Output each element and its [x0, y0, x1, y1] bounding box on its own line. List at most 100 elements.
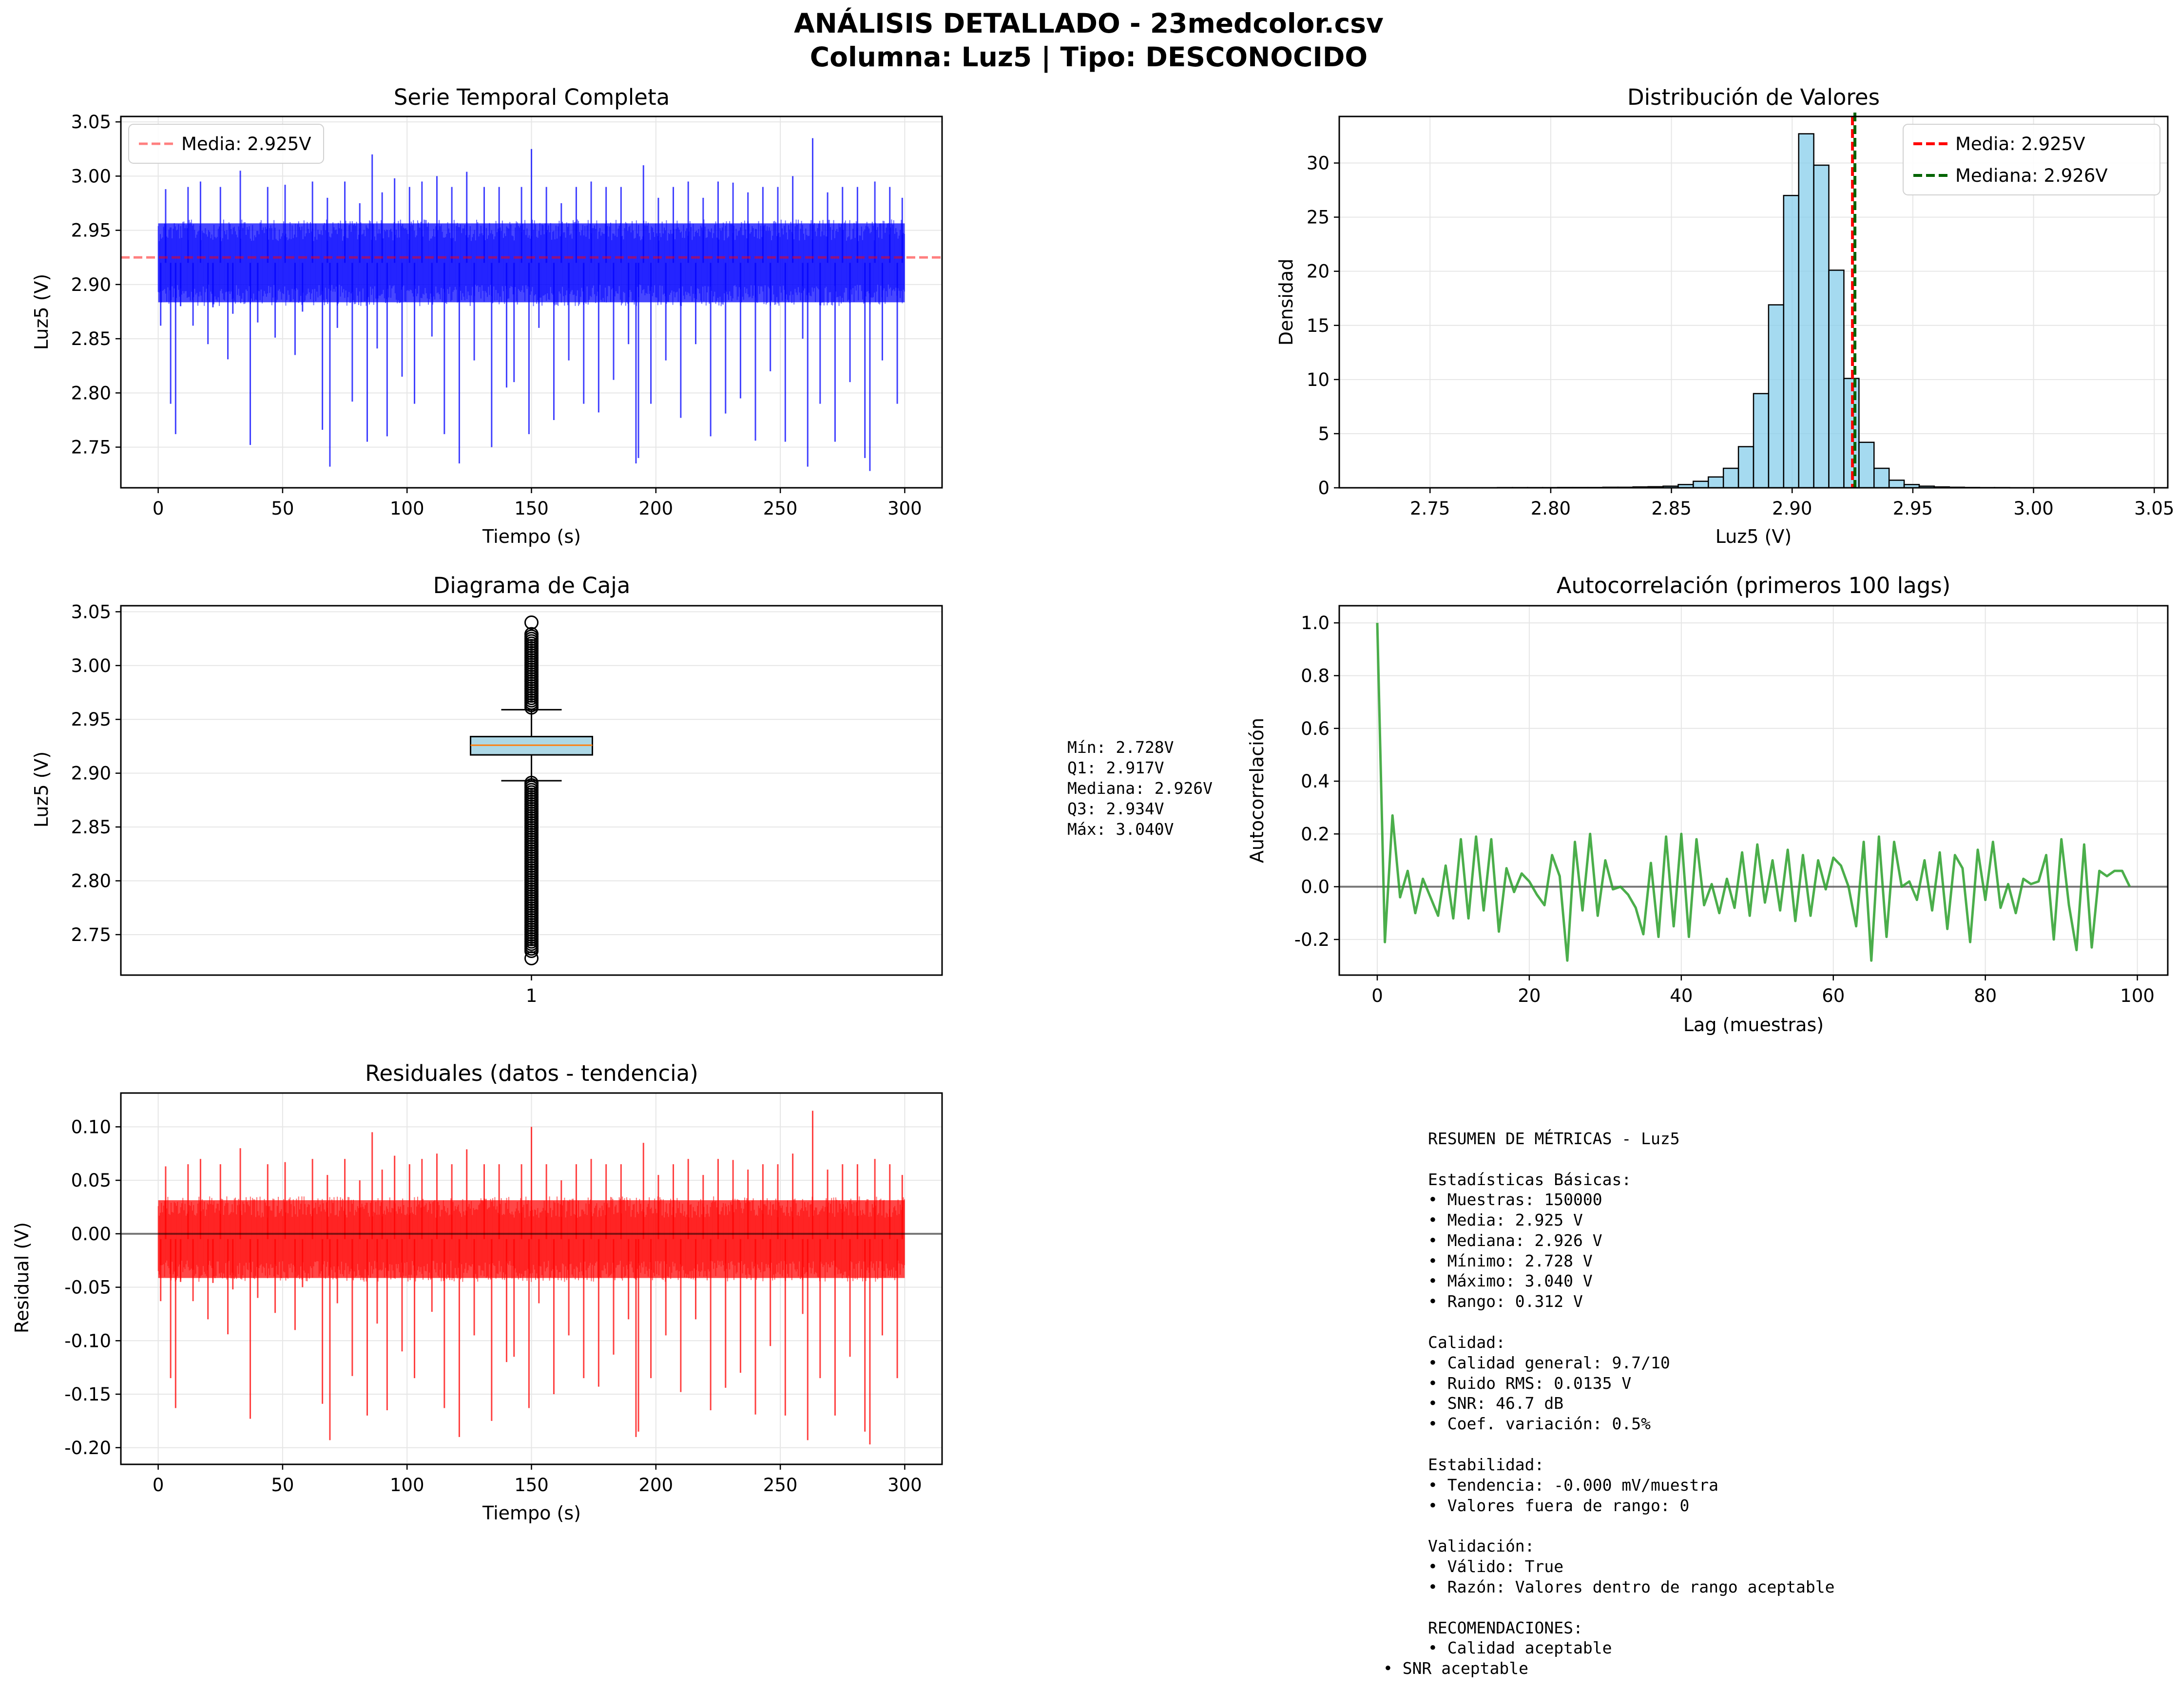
x-tick-label: 150	[514, 498, 549, 519]
y-tick-label: 0.0	[1301, 877, 1330, 898]
x-tick-label: 200	[638, 498, 673, 519]
histogram-bar	[1722, 467, 1739, 489]
y-tick-label: 3.05	[71, 601, 111, 622]
histogram-bar	[1768, 304, 1785, 489]
y-tick-label: -0.05	[64, 1277, 111, 1298]
summary-basic-item: • Media: 2.925 V	[1428, 1210, 1583, 1229]
y-tick-label: 0.4	[1301, 771, 1330, 792]
summary-validation-item: • Razón: Valores dentro de rango aceptab…	[1428, 1577, 1834, 1596]
autocorrelation-ylabel: Autocorrelación	[1246, 718, 1268, 863]
x-tick-label: 2.85	[1651, 498, 1691, 519]
residuals-plot	[121, 1111, 942, 1445]
y-tick-label: 15	[1307, 315, 1330, 336]
y-tick-label: 3.00	[71, 655, 111, 676]
histogram-bar	[1798, 133, 1814, 489]
box-stat-q1: Q1: 2.917V	[1067, 758, 1164, 777]
histogram-bar	[1708, 476, 1724, 489]
residuals-frame	[120, 1092, 943, 1465]
summary-quality-item: • SNR: 46.7 dB	[1428, 1394, 1563, 1413]
x-tick-label: 50	[271, 1475, 294, 1496]
time-series-ticks: 0 50 100 150 200 250 300 2.75 2.80 2.85 2.90 2.95 3.…	[71, 112, 922, 519]
time-series-legend: Media: 2.925V	[128, 124, 324, 164]
histogram-legend-median: Mediana: 2.926V	[1955, 165, 2108, 186]
histogram-reference-lines	[1851, 113, 1857, 488]
y-tick-label: 0	[1318, 478, 1330, 499]
autocorrelation-xlabel: Lag (muestras)	[1683, 1014, 1824, 1036]
time-series-frame	[120, 115, 943, 489]
y-tick-label: 2.85	[71, 328, 111, 349]
y-tick-label: -0.15	[64, 1384, 111, 1405]
y-tick-label: 2.90	[71, 763, 111, 784]
outlier-point	[524, 951, 539, 966]
y-tick-label: 2.80	[71, 871, 111, 892]
y-tick-label: 10	[1307, 369, 1330, 390]
x-tick-label: 0	[153, 1475, 164, 1496]
residuals-ylabel: Residual (V)	[11, 1222, 33, 1333]
summary-text: RESUMEN DE MÉTRICAS - Luz5 Estadísticas …	[1383, 1129, 1834, 1678]
boxplot-ylabel: Luz5 (V)	[31, 751, 52, 827]
y-tick-label: 2.95	[71, 709, 111, 730]
y-tick-label: 25	[1307, 207, 1330, 228]
x-tick-label: 20	[1518, 985, 1541, 1006]
x-tick-label: 40	[1670, 985, 1693, 1006]
autocorrelation-plot	[1339, 623, 2168, 962]
y-tick-label: 2.75	[71, 437, 111, 458]
histogram-bar	[1828, 269, 1845, 489]
y-tick-label: 2.75	[71, 924, 111, 945]
figure-title-line1: ANÁLISIS DETALLADO - 23medcolor.csv	[794, 8, 1384, 39]
box-stat-median: Mediana: 2.926V	[1067, 779, 1213, 798]
boxplot-frame	[120, 605, 943, 976]
time-series-title: Serie Temporal Completa	[394, 84, 670, 110]
x-tick-label: 300	[887, 1475, 922, 1496]
box-stat-q3: Q3: 2.934V	[1067, 799, 1164, 818]
summary-recommendation-item: • Calidad aceptable	[1428, 1638, 1612, 1657]
histogram-title: Distribución de Valores	[1627, 84, 1880, 110]
y-tick-label: 0.2	[1301, 824, 1330, 844]
summary-recommendation-item: • SNR aceptable	[1383, 1659, 1528, 1678]
boxplot-panel: Diagrama de Caja Luz5 (V) 2.752.802.852.…	[31, 573, 943, 1006]
histogram-bar	[1753, 393, 1770, 489]
x-tick-label: 50	[271, 498, 294, 519]
x-tick-label: 0	[153, 498, 164, 519]
autocorrelation-ticks: 0 20 40 60 80 100 -0.2 0.0 0.2 0.4 0.6 0.8 1.0	[1294, 613, 2155, 1006]
box-stats-text: Mín: 2.728V Q1: 2.917V Mediana: 2.926V Q…	[1067, 738, 1213, 839]
y-tick-label: 2.85	[71, 817, 111, 838]
histogram-bar	[1737, 446, 1754, 489]
residuals-panel: Residuales (datos - tendencia) Tiempo (s…	[11, 1060, 943, 1524]
box-stat-min: Mín: 2.728V	[1067, 738, 1174, 757]
summary-stability-item: • Valores fuera de rango: 0	[1428, 1496, 1689, 1515]
y-tick-label: 0.05	[71, 1170, 111, 1191]
y-tick-label: 0.00	[71, 1224, 111, 1245]
summary-quality-item: • Coef. variación: 0.5%	[1428, 1414, 1651, 1433]
summary-stability-item: • Tendencia: -0.000 mV/muestra	[1428, 1476, 1718, 1495]
x-tick-label: 100	[2120, 985, 2155, 1006]
x-tick-label: 60	[1822, 985, 1845, 1006]
box-stat-max: Máx: 3.040V	[1067, 820, 1174, 839]
autocorrelation-title: Autocorrelación (primeros 100 lags)	[1557, 573, 1951, 598]
x-tick-label: 150	[514, 1475, 549, 1496]
x-tick-label: 100	[390, 1475, 424, 1496]
histogram-bar	[1813, 164, 1830, 489]
summary-validation-heading: Validación:	[1428, 1536, 1535, 1555]
x-tick-label: 0	[1371, 985, 1383, 1006]
residuals-title: Residuales (datos - tendencia)	[365, 1060, 698, 1086]
summary-basic-item: • Mediana: 2.926 V	[1428, 1231, 1602, 1250]
histogram-bar	[1783, 194, 1799, 489]
y-tick-label: 3.05	[71, 112, 111, 133]
x-tick-label: 2.90	[1772, 498, 1812, 519]
residuals-xlabel: Tiempo (s)	[482, 1502, 581, 1524]
histogram-frame	[1338, 115, 2169, 489]
y-tick-label: 3.00	[71, 166, 111, 187]
histogram-legend: Media: 2.925V Mediana: 2.926V	[1903, 124, 2160, 195]
x-tick-label: 300	[887, 498, 922, 519]
autocorrelation-panel: Autocorrelación (primeros 100 lags) Lag …	[1246, 573, 2169, 1036]
histogram-ylabel: Densidad	[1275, 259, 1297, 346]
summary-quality-heading: Calidad:	[1428, 1333, 1505, 1352]
histogram-legend-mean: Media: 2.925V	[1955, 134, 2085, 154]
histogram-ticks: 2.75 2.80 2.85 2.90 2.95 3.00 3.05 0 5 10 15 20 25 30	[1307, 153, 2175, 519]
y-tick-label: -0.20	[64, 1438, 111, 1459]
outlier-point	[524, 615, 539, 630]
y-tick-label: 2.90	[71, 274, 111, 295]
summary-recommendations-heading: RECOMENDACIONES:	[1428, 1618, 1583, 1637]
